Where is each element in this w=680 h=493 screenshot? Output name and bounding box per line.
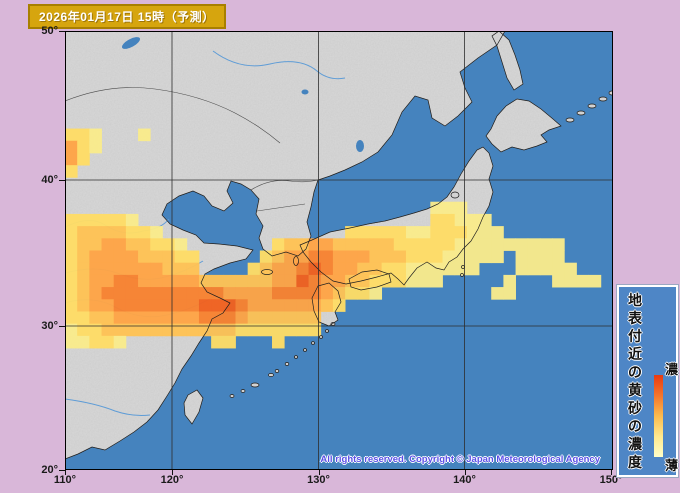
legend-title: 地表付近の黄砂の濃度 — [619, 287, 648, 475]
graticule — [65, 31, 613, 470]
lon-label: 130° — [307, 474, 330, 486]
lat-label: 20° — [41, 464, 58, 476]
legend-title-char: 表 — [628, 310, 642, 326]
dust-concentration-layer — [65, 128, 602, 349]
legend-dense-label: 濃 — [665, 362, 679, 377]
legend-title-char: 地 — [628, 292, 642, 308]
legend-title-char: 黄 — [628, 382, 642, 398]
legend-title-char: 近 — [628, 346, 642, 362]
map-panel: All rights reserved. Copyright © Japan M… — [64, 30, 616, 470]
forecast-datetime-box: 2026年01月17日 15時（予測） — [28, 4, 226, 29]
legend-title-char: 付 — [628, 328, 642, 344]
lon-label: 120° — [160, 474, 184, 486]
lat-label: 30° — [41, 320, 58, 332]
legend-title-char: 濃 — [628, 436, 642, 452]
country-borders — [64, 87, 319, 212]
lon-label: 140° — [453, 474, 476, 486]
legend-box: 地表付近の黄砂の濃度 濃 薄 — [617, 285, 678, 477]
copyright-notice: All rights reserved. Copyright © Japan M… — [320, 454, 600, 465]
lat-label: 50° — [41, 25, 58, 37]
lon-label: 150° — [599, 474, 623, 486]
lon-label: 110° — [53, 474, 77, 486]
map-canvas — [64, 30, 616, 470]
legend-title-char: の — [628, 364, 642, 380]
forecast-datetime: 2026年01月17日 15時（予測） — [39, 10, 215, 24]
legend-scale: 濃 薄 — [648, 287, 679, 475]
legend-title-char: 度 — [628, 454, 642, 470]
map-frame — [65, 31, 613, 470]
legend-title-char: の — [628, 418, 642, 434]
lakes — [121, 37, 364, 152]
legend-light-label: 薄 — [665, 458, 679, 473]
legend-title-char: 砂 — [628, 400, 642, 416]
legend-colorbar — [654, 375, 663, 457]
lat-label: 40° — [41, 174, 58, 186]
